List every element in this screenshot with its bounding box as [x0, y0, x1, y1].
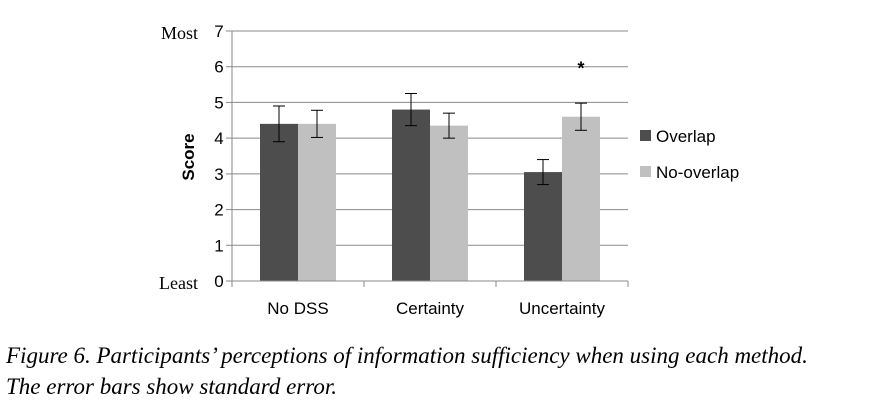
x-tick-label-uncertainty: Uncertainty [519, 299, 605, 318]
bar-overlap-certainty [392, 109, 430, 281]
legend-label-overlap: Overlap [656, 127, 716, 146]
y-tick-label-4: 4 [214, 129, 223, 148]
x-tick-label-certainty: Certainty [396, 299, 465, 318]
y-tick-label-0: 0 [214, 272, 223, 291]
caption-line-2: The error bars show standard error. [6, 374, 337, 399]
bar-no-overlap-uncertainty [562, 116, 600, 281]
y-top-end-label: Most [161, 23, 198, 43]
caption-line-1: Figure 6. Participants’ perceptions of i… [6, 343, 808, 368]
bar-no-overlap-no-dss [298, 123, 336, 281]
x-category-labels: No DSS Certainty Uncertainty [267, 299, 605, 318]
y-tick-label-7: 7 [214, 22, 223, 41]
bar-overlap-uncertainty [524, 172, 562, 281]
legend-label-no-overlap: No-overlap [656, 163, 739, 182]
y-bottom-end-label: Least [159, 273, 198, 293]
x-tick-label-no-dss: No DSS [267, 299, 328, 318]
bar-no-overlap-certainty [430, 125, 468, 282]
legend: Overlap No-overlap [640, 127, 739, 182]
y-axis-label: Score [179, 133, 198, 180]
y-tick-label-1: 1 [214, 236, 223, 255]
bars [260, 109, 600, 282]
y-tick-label-2: 2 [214, 201, 223, 220]
legend-swatch-overlap [640, 130, 651, 141]
significance-annotation: * [577, 59, 584, 79]
axes [226, 30, 629, 287]
y-tick-labels: 0 1 2 3 4 5 6 7 [214, 22, 223, 291]
error-bars [273, 93, 587, 186]
legend-swatch-no-overlap [640, 166, 651, 177]
bar-chart: 0 1 2 3 4 5 6 7 No DSS Certainty Uncertainty Most… [159, 22, 739, 318]
bar-overlap-no-dss [260, 123, 298, 281]
y-tick-label-6: 6 [214, 58, 223, 77]
figure-caption: Figure 6. Participants’ perceptions of i… [6, 340, 890, 402]
y-tick-label-3: 3 [214, 165, 223, 184]
y-tick-label-5: 5 [214, 93, 223, 112]
